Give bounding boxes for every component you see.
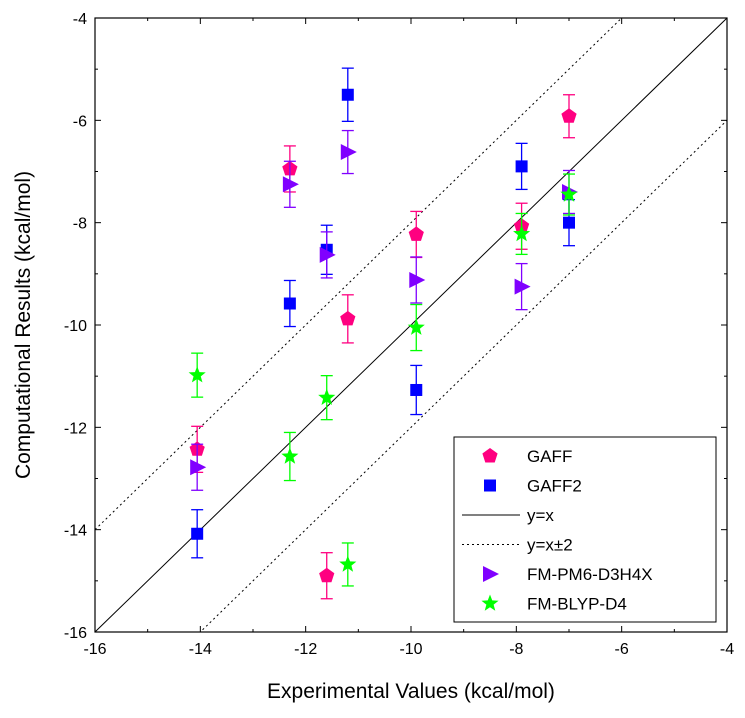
triangle-right-marker (319, 246, 336, 263)
x-tick-label: -10 (399, 641, 422, 658)
data-point-fm-pm6-d3h4x (409, 256, 426, 304)
pentagon-marker (408, 226, 424, 241)
data-point-fm-blyp-d4 (407, 303, 425, 352)
y-axis-label: Computational Results (kcal/mol) (12, 171, 35, 479)
data-point-fm-pm6-d3h4x (190, 443, 207, 491)
x-tick-label: -4 (720, 641, 734, 658)
legend-item-fm-pm6-d3h4x: FM-PM6-D3H4X (483, 565, 653, 584)
x-tick-label: -12 (294, 641, 317, 658)
square-marker (341, 88, 354, 101)
data-point-fm-blyp-d4 (281, 431, 299, 482)
data-point-fm-blyp-d4 (560, 173, 578, 216)
triangle-right-marker (282, 176, 299, 193)
data-point-fm-blyp-d4 (318, 375, 336, 421)
upper-bound-line (95, 18, 623, 531)
star-marker (339, 555, 357, 572)
square-marker (283, 297, 296, 310)
data-point-fm-blyp-d4 (513, 212, 531, 256)
data-point-gaff2 (191, 509, 204, 559)
data-point-gaff (408, 210, 424, 259)
legend-item-gaff2: GAFF2 (484, 477, 582, 496)
square-marker (410, 383, 423, 396)
pentagon-marker (319, 567, 335, 583)
legend-label: FM-PM6-D3H4X (527, 565, 653, 584)
legend-item-gaff: GAFF (482, 447, 572, 466)
legend-label: y=x±2 (527, 536, 573, 555)
axis-ticks: -16 -14 -12 -10 -8 -6 -4 -16 -14 -12 -10 -8 -6 -4 (64, 11, 734, 658)
triangle-right-marker (190, 459, 207, 476)
data-point-gaff2 (410, 364, 423, 416)
y-tick-label: -8 (73, 216, 87, 233)
x-tick-label: -16 (83, 641, 106, 658)
legend-item-y-x-2: y=x±2 (462, 536, 573, 555)
x-tick-label: -8 (509, 641, 523, 658)
data-point-fm-pm6-d3h4x (514, 262, 531, 311)
square-icon (484, 479, 496, 492)
legend-label: y=x (527, 506, 554, 525)
triangle-right-icon (483, 566, 499, 582)
data-point-gaff (319, 552, 335, 600)
x-tick-label: -6 (615, 641, 629, 658)
y-tick-label: -14 (64, 523, 87, 540)
star-icon (481, 594, 499, 611)
legend: GAFF GAFF2 y=x y=x±2 FM-PM6-D3H4X FM-BLYP-D4 (453, 436, 717, 623)
x-tick-label: -14 (189, 641, 212, 658)
star-marker (318, 388, 336, 405)
triangle-right-marker (409, 271, 426, 288)
square-marker (191, 527, 204, 540)
y-tick-label: -12 (64, 420, 87, 437)
data-point-fm-pm6-d3h4x (282, 160, 299, 208)
y-tick-label: -10 (64, 318, 87, 335)
y-tick-label: -16 (64, 625, 87, 642)
pentagon-icon (482, 448, 498, 463)
star-marker (188, 366, 206, 383)
legend-item-y-x: y=x (462, 506, 554, 525)
data-point-gaff (340, 294, 356, 344)
star-marker (560, 185, 578, 202)
data-point-fm-pm6-d3h4x (319, 231, 336, 279)
legend-item-fm-blyp-d4: FM-BLYP-D4 (481, 594, 627, 614)
data-points (188, 67, 578, 600)
x-axis-label: Experimental Values (kcal/mol) (267, 680, 555, 703)
legend-label: GAFF2 (527, 477, 582, 496)
data-point-gaff (561, 94, 577, 139)
triangle-right-marker (514, 278, 531, 295)
triangle-right-marker (340, 144, 357, 161)
data-point-fm-blyp-d4 (339, 542, 357, 587)
legend-label: GAFF (527, 447, 572, 466)
pentagon-marker (561, 108, 577, 123)
data-point-gaff2 (515, 142, 528, 191)
star-marker (407, 318, 425, 335)
y-tick-label: -4 (73, 11, 87, 28)
square-marker (515, 160, 528, 173)
square-marker (563, 216, 575, 229)
star-marker (513, 224, 531, 242)
lower-bound-line (199, 119, 727, 632)
legend-box (453, 436, 717, 623)
data-point-fm-blyp-d4 (188, 352, 206, 398)
data-point-gaff2 (283, 279, 296, 328)
star-marker (281, 447, 299, 464)
data-point-fm-pm6-d3h4x (340, 129, 357, 175)
data-point-gaff2 (341, 67, 354, 123)
legend-label: FM-BLYP-D4 (527, 595, 627, 614)
y-tick-label: -6 (73, 113, 87, 130)
pentagon-marker (340, 310, 356, 326)
